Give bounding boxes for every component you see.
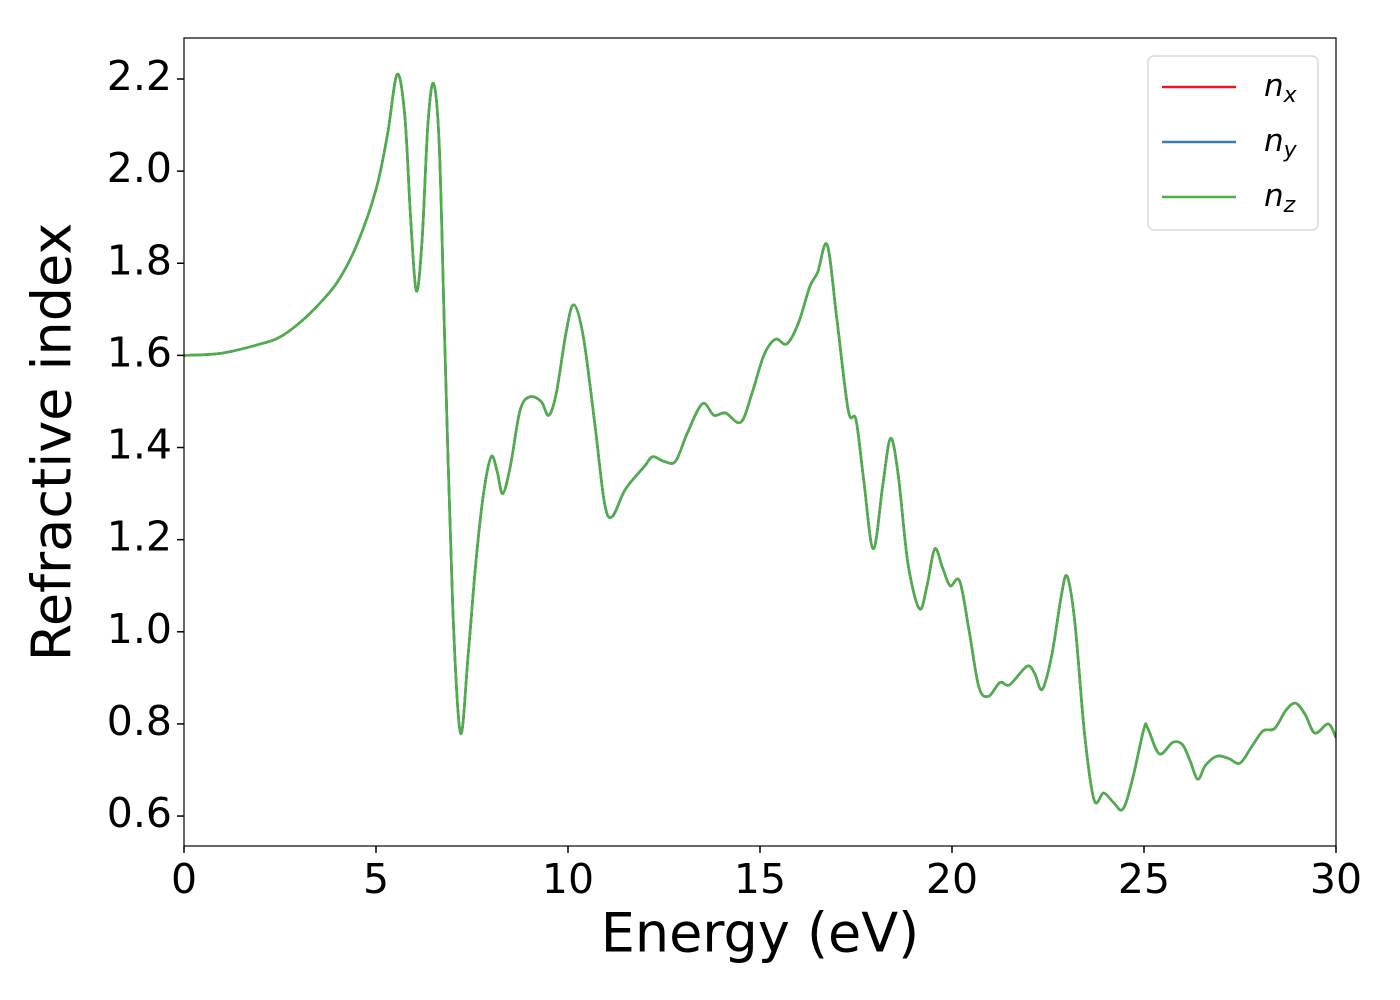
y-tick-label: 1.8	[107, 236, 172, 284]
line-series	[184, 73, 1336, 812]
legend-label: nz	[1264, 178, 1296, 219]
x-tick-label: 0	[171, 855, 197, 903]
legend-label: ny	[1264, 123, 1298, 164]
legend-label: nx	[1264, 68, 1298, 109]
y-tick-label: 1.0	[107, 605, 172, 653]
y-tick-label: 1.4	[107, 421, 172, 469]
y-tick-label: 2.2	[107, 52, 172, 100]
x-axis-label: Energy (eV)	[601, 902, 920, 965]
plot-frame	[183, 37, 1337, 847]
x-tick-label: 20	[926, 855, 978, 903]
y-tick-label: 1.2	[107, 513, 172, 561]
y-tick-label: 0.6	[107, 789, 172, 837]
x-tick-label: 5	[363, 855, 389, 903]
x-tick-label: 15	[734, 855, 786, 903]
x-tick-label: 10	[542, 855, 594, 903]
y-tick-label: 0.8	[107, 697, 172, 745]
y-tick-label: 1.6	[107, 328, 172, 376]
y-tick-label: 2.0	[107, 144, 172, 192]
x-tick-label: 25	[1118, 855, 1170, 903]
x-tick-label: 30	[1310, 855, 1362, 903]
y-axis-label: Refractive index	[21, 223, 84, 662]
